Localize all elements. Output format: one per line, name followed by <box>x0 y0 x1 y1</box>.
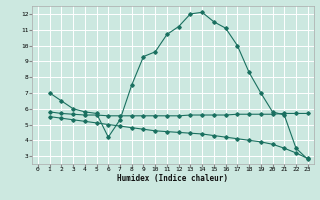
X-axis label: Humidex (Indice chaleur): Humidex (Indice chaleur) <box>117 174 228 183</box>
